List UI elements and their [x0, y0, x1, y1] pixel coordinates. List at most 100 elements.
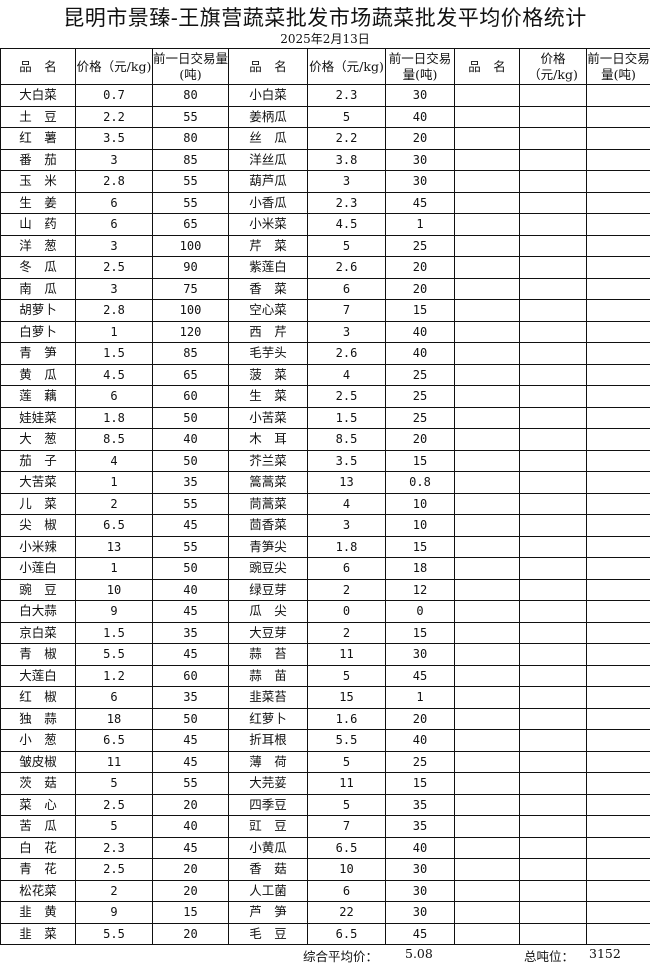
item-price: 5: [307, 105, 386, 128]
item-volume: 80: [152, 127, 229, 150]
empty-cell: [586, 557, 650, 580]
item-price: 6.5: [75, 514, 153, 537]
table-row: 菜 心 2.5 20 四季豆 5 35: [0, 793, 650, 816]
item-name: 葫芦瓜: [228, 170, 308, 193]
report-date: 2025年2月13日: [280, 32, 370, 46]
item-price: 2.5: [75, 256, 153, 279]
empty-cell: [454, 428, 520, 451]
item-price: 2.5: [75, 858, 153, 881]
item-name: 儿 菜: [0, 492, 76, 515]
item-volume: 45: [152, 643, 229, 666]
empty-cell: [454, 406, 520, 429]
table-row: 莲 藕 6 60 生 菜 2.5 25: [0, 385, 650, 408]
empty-cell: [519, 621, 587, 644]
item-price: 13: [75, 535, 153, 558]
item-name: 青 花: [0, 858, 76, 881]
item-price: 1.5: [75, 621, 153, 644]
item-volume: 50: [152, 557, 229, 580]
item-price: 9: [75, 600, 153, 623]
item-name: 香 菜: [228, 277, 308, 300]
table-row: 儿 菜 2 55 茼蒿菜 4 10: [0, 492, 650, 515]
item-volume: 20: [152, 858, 229, 881]
table-row: 红 薯 3.5 80 丝 瓜 2.2 20: [0, 127, 650, 150]
empty-cell: [519, 686, 587, 709]
empty-cell: [519, 471, 587, 494]
item-name: 红 椒: [0, 686, 76, 709]
table-row: 皱皮椒 11 45 薄 荷 5 25: [0, 750, 650, 773]
item-volume: 60: [152, 664, 229, 687]
item-name: 胡萝卜: [0, 299, 76, 322]
empty-cell: [586, 901, 650, 924]
table-row: 白萝卜 1 120 西 芹 3 40: [0, 320, 650, 343]
empty-cell: [519, 901, 587, 924]
item-volume: 55: [152, 105, 229, 128]
item-name: 紫莲白: [228, 256, 308, 279]
empty-cell: [586, 170, 650, 193]
item-volume: 20: [385, 127, 455, 150]
item-price: 1.5: [307, 406, 386, 429]
empty-cell: [519, 320, 587, 343]
page-title: 昆明市景臻-王旗营蔬菜批发市场蔬菜批发平均价格统计: [63, 6, 587, 30]
table-row: 豌 豆 10 40 绿豆芽 2 12: [0, 578, 650, 601]
item-price: 3: [75, 148, 153, 171]
empty-cell: [454, 148, 520, 171]
item-price: 3.5: [307, 449, 386, 472]
empty-cell: [519, 234, 587, 257]
empty-cell: [519, 643, 587, 666]
item-price: 6: [75, 213, 153, 236]
header-row: 品 名 价格（元/kg) 前一日交易量(吨) 品 名 价格（元/kg) 前一日交…: [0, 48, 650, 85]
item-price: 6: [307, 557, 386, 580]
empty-cell: [454, 385, 520, 408]
table-row: 小 葱 6.5 45 折耳根 5.5 40: [0, 729, 650, 752]
item-volume: 50: [152, 707, 229, 730]
empty-cell: [454, 127, 520, 150]
empty-cell: [454, 471, 520, 494]
item-price: 8.5: [307, 428, 386, 451]
empty-cell: [454, 750, 520, 773]
item-price: 18: [75, 707, 153, 730]
item-name: 四季豆: [228, 793, 308, 816]
table-row: 山 药 6 65 小米菜 4.5 1: [0, 213, 650, 236]
item-name: 生 菜: [228, 385, 308, 408]
table-row: 茄 子 4 50 芥兰菜 3.5 15: [0, 449, 650, 472]
empty-cell: [586, 836, 650, 859]
item-volume: 100: [152, 234, 229, 257]
item-price: 4.5: [75, 363, 153, 386]
item-name: 韭 菜: [0, 922, 76, 945]
item-price: 8.5: [75, 428, 153, 451]
item-volume: 55: [152, 772, 229, 795]
item-price: 4: [307, 492, 386, 515]
empty-cell: [519, 406, 587, 429]
empty-cell: [454, 84, 520, 107]
item-volume: 30: [385, 901, 455, 924]
item-name: 小白菜: [228, 84, 308, 107]
empty-cell: [519, 815, 587, 838]
item-name: 小黄瓜: [228, 836, 308, 859]
item-volume: 45: [152, 836, 229, 859]
empty-cell: [519, 256, 587, 279]
item-volume: 35: [152, 471, 229, 494]
item-name: 小 葱: [0, 729, 76, 752]
item-volume: 40: [152, 815, 229, 838]
empty-cell: [454, 535, 520, 558]
empty-cell: [454, 922, 520, 945]
empty-cell: [586, 127, 650, 150]
empty-cell: [586, 750, 650, 773]
item-price: 4: [307, 363, 386, 386]
table-row: 胡萝卜 2.8 100 空心菜 7 15: [0, 299, 650, 322]
header-price: 价格（元/kg): [307, 48, 386, 85]
item-price: 6: [75, 191, 153, 214]
item-price: 7: [307, 299, 386, 322]
item-name: 红 薯: [0, 127, 76, 150]
item-name: 京白菜: [0, 621, 76, 644]
average-price-value: 5.08: [405, 946, 433, 961]
empty-cell: [586, 492, 650, 515]
item-price: 2.8: [75, 299, 153, 322]
empty-cell: [454, 277, 520, 300]
empty-cell: [586, 643, 650, 666]
item-price: 3.5: [75, 127, 153, 150]
empty-cell: [454, 578, 520, 601]
item-volume: 45: [152, 600, 229, 623]
item-price: 3: [307, 170, 386, 193]
table-row: 冬 瓜 2.5 90 紫莲白 2.6 20: [0, 256, 650, 279]
